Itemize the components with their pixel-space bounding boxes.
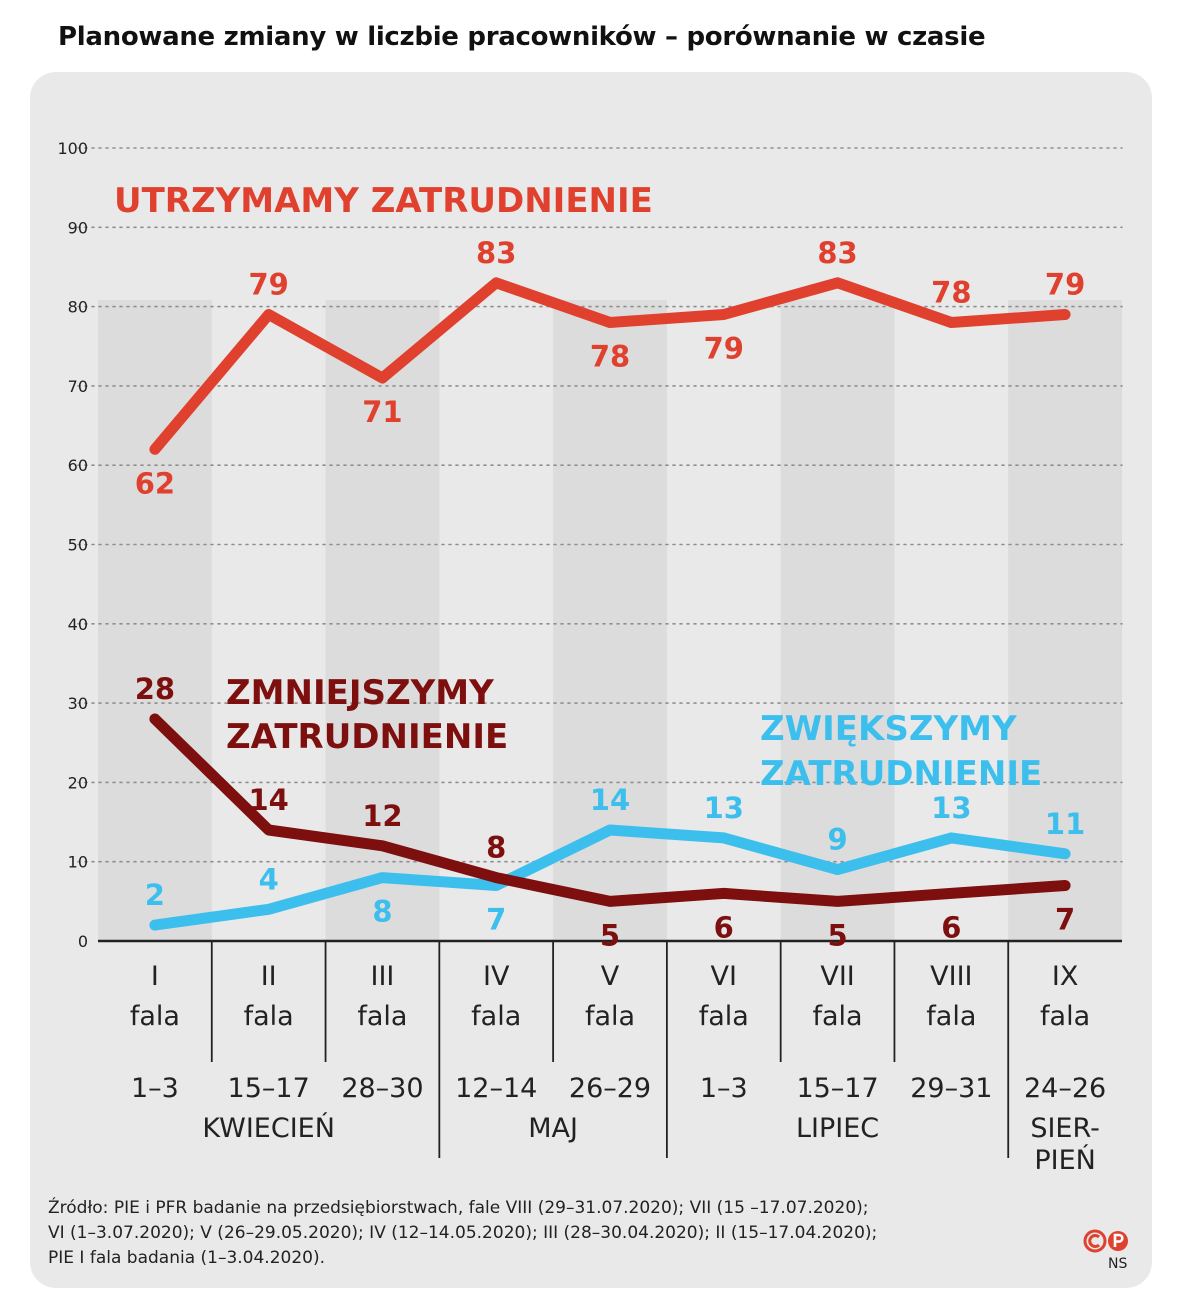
x-tick-wave: II — [261, 961, 277, 992]
author-credit: NS — [1108, 1256, 1128, 1272]
month-label: PIEŃ — [1034, 1144, 1096, 1176]
x-tick-fala: fala — [130, 1001, 180, 1032]
zmniejszymy-data-label: 28 — [135, 672, 175, 706]
source-line: PIE I fala badania (1–3.04.2020). — [48, 1248, 326, 1268]
x-tick-days: 28–30 — [341, 1073, 423, 1104]
x-tick-days: 1–3 — [700, 1073, 748, 1104]
zmniejszymy-line — [149, 713, 1071, 907]
x-tick-fala: fala — [244, 1001, 294, 1032]
utrzymamy-data-label: 79 — [1045, 268, 1085, 302]
x-tick-fala: fala — [699, 1001, 749, 1032]
y-tick-label: 50 — [68, 536, 88, 555]
zwiekszymy-data-label: 4 — [259, 862, 279, 896]
zmniejszymy-data-label: 6 — [714, 910, 734, 944]
chart-title: Planowane zmiany w liczbie pracowników –… — [58, 22, 986, 52]
y-tick-label: 60 — [68, 456, 88, 475]
y-tick-label: 30 — [68, 694, 88, 713]
zwiekszymy-data-label: 13 — [931, 791, 971, 825]
zwiekszymy-data-label: 9 — [827, 823, 847, 857]
x-tick-days: 26–29 — [569, 1073, 651, 1104]
zmniejszymy-data-label: 12 — [362, 799, 402, 833]
source-line: VI (1–3.07.2020); V (26–29.05.2020); IV … — [48, 1223, 878, 1243]
zwiekszymy-data-label: 11 — [1045, 807, 1085, 841]
x-tick-wave: VII — [820, 961, 854, 992]
zwiekszymy-data-label: 7 — [486, 902, 506, 936]
zwiekszymy-series-label: ZATRUDNIENIE — [760, 754, 1042, 794]
source-note: Źródło: PIE i PFR badanie na przedsiębio… — [48, 1196, 1028, 1271]
y-tick-label: 20 — [68, 773, 88, 792]
x-tick-days: 1–3 — [131, 1073, 179, 1104]
utrzymamy-data-label: 78 — [590, 339, 630, 373]
x-tick-days: 24–26 — [1024, 1073, 1106, 1104]
x-tick-wave: IV — [483, 961, 510, 992]
column-stripe — [780, 300, 895, 941]
x-tick-days: 29–31 — [910, 1073, 992, 1104]
x-tick-days: 15–17 — [228, 1073, 310, 1104]
zwiekszymy-data-label: 8 — [372, 895, 392, 929]
x-tick-wave: VIII — [930, 961, 972, 992]
zmniejszymy-data-label: 6 — [941, 910, 961, 944]
zmniejszymy-data-label: 14 — [248, 783, 288, 817]
month-label: KWIECIEŃ — [202, 1112, 335, 1144]
x-tick-days: 12–14 — [455, 1073, 537, 1104]
month-label: MAJ — [528, 1113, 578, 1144]
y-tick-label: 10 — [68, 853, 88, 872]
column-stripe — [1008, 300, 1122, 941]
utrzymamy-line — [149, 277, 1071, 455]
zmniejszymy-data-label: 7 — [1055, 902, 1075, 936]
utrzymamy-data-label: 78 — [931, 275, 971, 309]
x-tick-fala: fala — [357, 1001, 407, 1032]
x-tick-wave: IX — [1052, 961, 1078, 992]
utrzymamy-series-label: UTRZYMAMY ZATRUDNIENIE — [114, 181, 653, 221]
x-tick-wave: V — [601, 961, 620, 992]
utrzymamy-data-label: 62 — [135, 466, 175, 500]
utrzymamy-data-label: 83 — [476, 236, 516, 270]
y-tick-label: 100 — [57, 139, 88, 158]
y-tick-label: 90 — [68, 218, 88, 237]
x-tick-fala: fala — [1040, 1001, 1090, 1032]
x-tick-wave: I — [151, 961, 159, 992]
utrzymamy-data-label: 79 — [248, 268, 288, 302]
publisher-logo-icon — [1083, 1229, 1128, 1253]
month-label: LIPIEC — [796, 1113, 879, 1144]
zmniejszymy-series-label: ZATRUDNIENIE — [226, 717, 508, 757]
utrzymamy-data-label: 79 — [704, 332, 744, 366]
y-tick-label: 0 — [78, 932, 88, 951]
zwiekszymy-line — [149, 824, 1071, 931]
x-tick-fala: fala — [926, 1001, 976, 1032]
zwiekszymy-series-label: ZWIĘKSZYMY — [760, 709, 1017, 749]
x-tick-days: 15–17 — [796, 1073, 878, 1104]
zwiekszymy-data-label: 13 — [704, 791, 744, 825]
zwiekszymy-data-label: 14 — [590, 783, 630, 817]
x-tick-fala: fala — [813, 1001, 863, 1032]
utrzymamy-data-label: 71 — [362, 395, 402, 429]
month-label: SIER- — [1030, 1113, 1100, 1144]
y-tick-label: 80 — [68, 298, 88, 317]
zmniejszymy-data-label: 5 — [827, 918, 847, 952]
x-tick-fala: fala — [471, 1001, 521, 1032]
x-tick-fala: fala — [585, 1001, 635, 1032]
utrzymamy-data-label: 83 — [817, 236, 857, 270]
column-stripe — [325, 300, 440, 941]
x-tick-wave: III — [370, 961, 394, 992]
zmniejszymy-data-label: 5 — [600, 918, 620, 952]
source-line: Źródło: PIE i PFR badanie na przedsiębio… — [48, 1198, 869, 1218]
zmniejszymy-series-label: ZMNIEJSZYMY — [226, 673, 494, 713]
x-tick-wave: VI — [711, 961, 737, 992]
y-tick-label: 40 — [68, 615, 88, 634]
zmniejszymy-data-label: 8 — [486, 831, 506, 865]
y-tick-label: 70 — [68, 377, 88, 396]
zwiekszymy-data-label: 2 — [145, 878, 165, 912]
